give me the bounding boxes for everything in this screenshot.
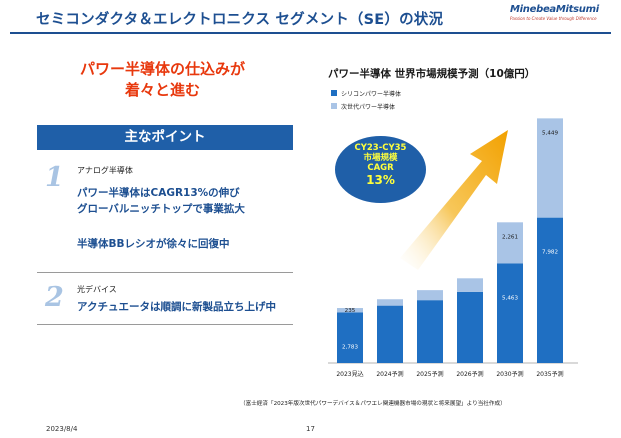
legend-label: 次世代パワー半導体 xyxy=(341,103,396,111)
logo-tagline: Passion to Create Value through Differen… xyxy=(510,16,597,21)
headline: パワー半導体の仕込みが 着々と進む xyxy=(40,59,285,101)
bubble-period: CY23-CY35 xyxy=(354,143,407,153)
data-label: 2,783 xyxy=(342,344,358,350)
headline-line-2: 着々と進む xyxy=(124,81,200,99)
cagr-bubble: CY23-CY35 市場規模 CAGR 13% xyxy=(335,136,426,203)
bar-silicon xyxy=(457,291,483,363)
bubble-metric: CAGR xyxy=(367,163,394,173)
data-label: 5,463 xyxy=(502,295,518,301)
point-category-2: 光デバイス xyxy=(77,285,117,294)
data-label: 235 xyxy=(345,308,356,314)
chart-title: パワー半導体 世界市場規模予測（10億円） xyxy=(328,68,536,80)
bar-next-gen xyxy=(417,290,443,301)
legend-swatch-next-gen xyxy=(331,103,337,109)
bar-next-gen xyxy=(337,308,363,313)
category-label: 2025予測 xyxy=(416,370,443,378)
growth-arrow xyxy=(400,130,508,270)
bar-silicon xyxy=(337,312,363,363)
bar-next-gen xyxy=(377,299,403,306)
bar-silicon xyxy=(377,305,403,363)
header-divider xyxy=(10,32,611,34)
bar-silicon xyxy=(497,263,523,363)
slide-header: セミコンダクタ＆エレクトロニクス セグメント（SE）の状況 MinebeaMit… xyxy=(0,0,621,32)
legend-swatch-silicon xyxy=(331,90,337,96)
data-label: 5,449 xyxy=(542,130,558,136)
data-label: 2,261 xyxy=(502,234,518,240)
headline-line-1: パワー半導体の仕込みが xyxy=(79,60,245,78)
category-label: 2026予測 xyxy=(456,370,483,378)
bubble-value: 13% xyxy=(366,173,395,187)
point-number-1: 1 xyxy=(45,162,64,193)
legend-item: シリコンパワー半導体 xyxy=(331,88,401,98)
point-category-1: アナログ半導体 xyxy=(77,166,133,175)
footer-date: 2023/8/4 xyxy=(46,425,78,433)
chart-legend: シリコンパワー半導体 次世代パワー半導体 xyxy=(331,88,401,114)
company-logo: MinebeaMitsumi Passion to Create Value t… xyxy=(510,4,615,28)
page-number: 17 xyxy=(306,425,315,433)
category-label: 2030予測 xyxy=(496,370,523,378)
bar-silicon xyxy=(537,217,563,363)
bar-next-gen xyxy=(497,222,523,264)
section-divider xyxy=(37,272,293,273)
point-text: グローバルニッチトップで事業拡大 xyxy=(77,203,245,215)
bar-silicon xyxy=(417,300,443,363)
bubble-label: 市場規模 xyxy=(363,153,398,163)
source-note: （富士経済「2023年版次世代パワーデバイス＆パワエレ関連機器市場の現状と将来展… xyxy=(240,401,506,407)
point-text: パワー半導体はCAGR13%の伸び xyxy=(77,187,240,199)
data-label: 7,982 xyxy=(542,250,558,256)
section-divider xyxy=(37,324,293,325)
category-label: 2023見込 xyxy=(336,370,363,378)
logo-name: MinebeaMitsumi xyxy=(510,4,599,15)
legend-label: シリコンパワー半導体 xyxy=(341,90,402,98)
bar-next-gen xyxy=(537,118,563,218)
point-text: 半導体BBレシオが徐々に回復中 xyxy=(77,238,230,250)
bar-next-gen xyxy=(457,278,483,292)
category-label: 2035予測 xyxy=(536,370,563,378)
point-text: アクチュエータは順調に新製品立ち上げ中 xyxy=(77,301,276,313)
points-heading: 主なポイント xyxy=(37,125,293,150)
category-label: 2024予測 xyxy=(376,370,403,378)
slide-title: セミコンダクタ＆エレクトロニクス セグメント（SE）の状況 xyxy=(36,12,444,28)
legend-item: 次世代パワー半導体 xyxy=(331,101,401,111)
point-number-2: 2 xyxy=(45,282,64,313)
